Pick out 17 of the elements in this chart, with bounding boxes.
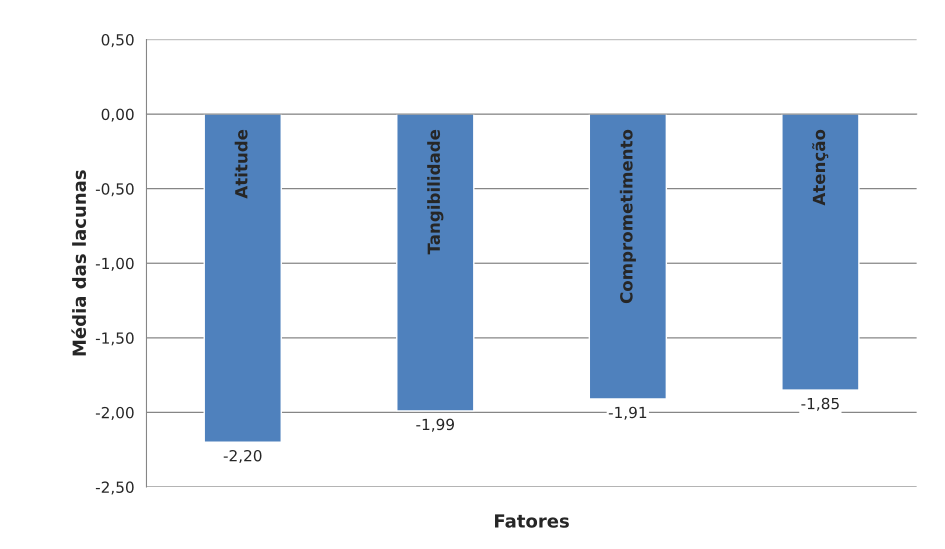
y-tick-label: -0,50 xyxy=(96,183,134,196)
x-tick-label: Atitude xyxy=(234,130,248,199)
x-tick-label: Tangibilidade xyxy=(427,130,444,254)
y-tick-label: 0,50 xyxy=(102,34,134,48)
data-label: -2,20 xyxy=(224,450,262,464)
data-label: -1,99 xyxy=(416,418,454,432)
x-axis-title: Fatores xyxy=(495,514,569,528)
y-tick-label: -1,50 xyxy=(96,332,134,346)
y-tick-label: -1,00 xyxy=(96,258,134,271)
y-tick-label: -2,50 xyxy=(96,481,134,495)
y-axis-title: Média das lacunas xyxy=(71,170,86,356)
y-tick-label: 0,00 xyxy=(102,108,134,122)
y-tick-label: -2,00 xyxy=(96,406,134,420)
x-tick-label: Atenção xyxy=(812,130,828,206)
data-label: -1,91 xyxy=(608,406,646,420)
x-tick-label: Comprometimento xyxy=(620,130,636,304)
data-label: -1,85 xyxy=(801,398,839,411)
